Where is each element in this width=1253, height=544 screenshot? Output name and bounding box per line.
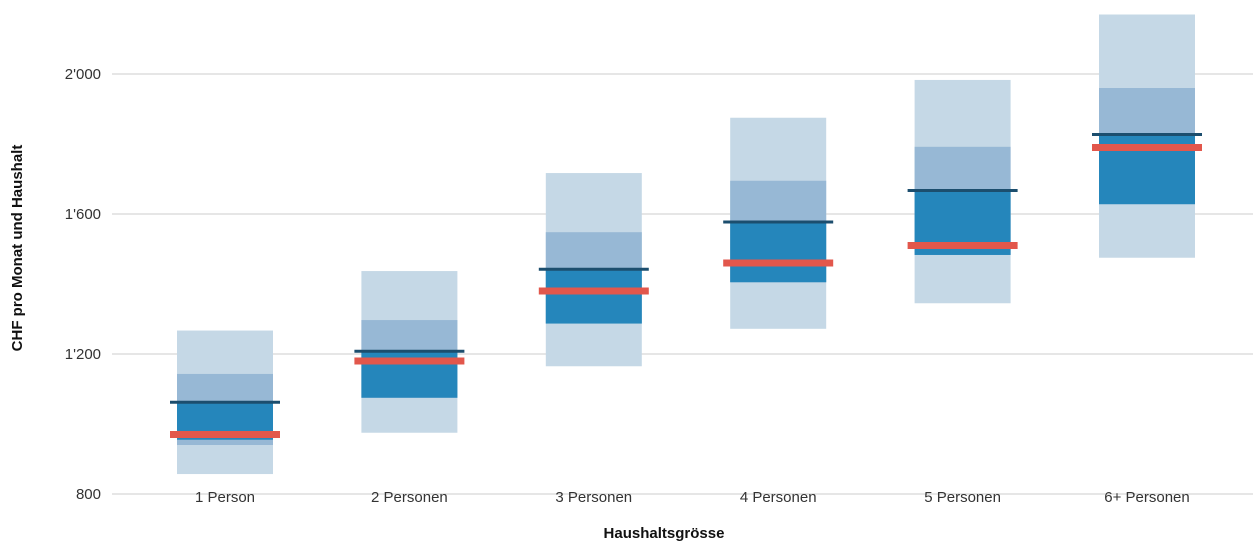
y-axis-ticks: 800 1'200 1'600 2'000 <box>65 66 101 503</box>
inner-band <box>730 222 827 283</box>
y-tick-label: 2'000 <box>65 66 101 83</box>
x-tick-label: 5 Personen <box>924 489 1001 506</box>
x-tick-label: 4 Personen <box>740 489 817 506</box>
x-tick-label: 3 Personen <box>555 489 632 506</box>
x-axis-ticks: 1 Person 2 Personen 3 Personen 4 Personen 5 … <box>195 489 1190 506</box>
inner-band <box>545 269 642 324</box>
x-axis-title: Haushaltsgrösse <box>604 525 725 542</box>
x-tick-label: 2 Personen <box>371 489 448 506</box>
y-axis-title: CHF pro Monat und Haushalt <box>9 145 26 352</box>
y-tick-label: 1'200 <box>65 346 101 363</box>
x-tick-label: 6+ Personen <box>1104 489 1189 506</box>
grid <box>112 73 1253 495</box>
marker-lines <box>170 133 1202 438</box>
category-group <box>1099 14 1195 258</box>
bands <box>177 14 1195 475</box>
y-tick-label: 800 <box>76 486 101 503</box>
y-tick-label: 1'600 <box>65 206 101 223</box>
x-tick-label: 1 Person <box>195 489 255 506</box>
